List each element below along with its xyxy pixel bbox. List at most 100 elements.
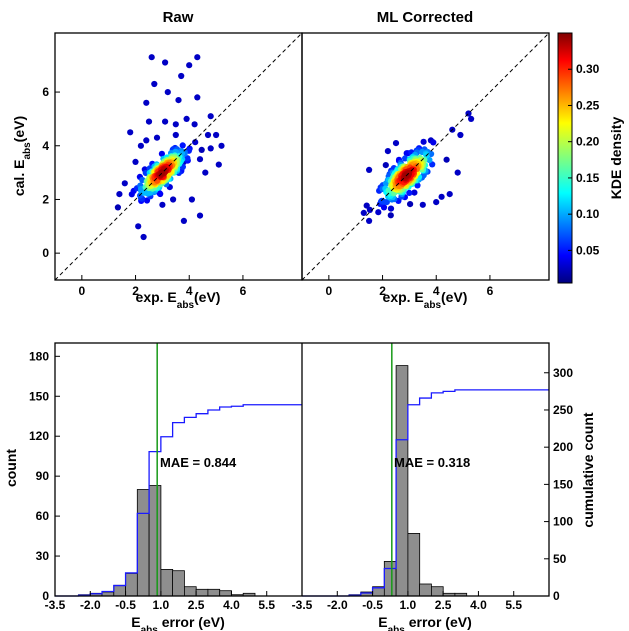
histogram-bar <box>136 489 150 597</box>
histogram-bar <box>383 561 397 597</box>
ml-hist-x-tick-label: 5.5 <box>505 598 522 612</box>
scatter-point <box>180 217 187 224</box>
scatter-point <box>178 72 185 80</box>
scatter-point <box>114 204 121 211</box>
scatter-point <box>387 212 394 219</box>
scatter-point <box>186 62 193 69</box>
scatter-point <box>132 158 139 165</box>
ml-scatter-points <box>360 110 475 224</box>
scatter-point <box>170 196 177 203</box>
scatter-point <box>159 201 166 208</box>
ml-x-axis-label: exp. Eabs(eV) <box>383 289 468 311</box>
colorbar-tick-label: 0.05 <box>576 243 600 257</box>
histogram-bar <box>407 533 421 597</box>
cumulative-tick-label: 100 <box>553 515 573 529</box>
colorbar-tick-label: 0.10 <box>576 207 600 221</box>
scatter-point <box>204 131 212 139</box>
scatter-point <box>385 187 392 194</box>
raw-x-tick-label: 2 <box>132 284 139 298</box>
scatter-point <box>363 202 370 209</box>
scatter-point <box>382 162 389 169</box>
scatter-point <box>198 146 205 153</box>
scatter-point <box>426 156 433 164</box>
raw-hist-x-axis-label: Eabs error (eV) <box>131 614 225 631</box>
scatter-point <box>142 189 149 196</box>
scatter-point <box>411 189 418 196</box>
scatter-point <box>179 142 186 149</box>
scatter-point <box>172 131 179 139</box>
cumulative-tick-label: 150 <box>553 477 573 491</box>
scatter-point <box>194 54 201 61</box>
scatter-point <box>148 54 155 61</box>
raw-hist-y-tick-label: 150 <box>29 389 49 403</box>
histogram-bar <box>148 485 162 597</box>
raw-hist-y-tick-label: 0 <box>42 589 49 603</box>
scatter-point <box>127 129 134 136</box>
scatter-point <box>162 118 169 125</box>
scatter-point <box>218 142 225 149</box>
raw-hist-y-axis-label: count <box>3 449 19 487</box>
scatter-point <box>162 59 169 66</box>
histogram-bar <box>195 588 209 597</box>
raw-hist-y-tick-label: 30 <box>36 549 50 563</box>
scatter-point <box>164 89 171 96</box>
ml-x-tick-label: 4 <box>433 284 440 298</box>
scatter-point <box>184 155 191 162</box>
ml-histogram-bars <box>348 365 468 597</box>
raw-hist-x-tick-label: 5.5 <box>258 598 275 612</box>
scatter-point <box>429 161 436 168</box>
histogram-bar <box>207 588 221 597</box>
cumulative-axis-label: cumulative count <box>580 412 596 527</box>
scatter-point <box>175 97 182 104</box>
scatter-point <box>196 212 204 219</box>
colorbar: 0.05 0.10 0.15 0.20 0.25 0.30 KDE densit… <box>557 32 624 284</box>
scatter-point <box>143 197 151 204</box>
scatter-point <box>392 140 400 147</box>
colorbar-tick-label: 0.25 <box>576 98 600 112</box>
colorbar-tick-label: 0.20 <box>576 135 600 149</box>
raw-cumulative-line <box>55 404 302 597</box>
scatter-point <box>375 209 382 216</box>
ml-x-tick-label: 0 <box>326 284 333 298</box>
cumulative-tick-label: 250 <box>553 403 573 417</box>
scatter-point <box>191 121 198 128</box>
raw-x-tick-label: 6 <box>240 284 247 298</box>
histogram-bar <box>430 586 444 597</box>
raw-y-tick-label: 6 <box>42 85 49 99</box>
colorbar-tick-label: 0.30 <box>576 62 600 76</box>
ml-hist-x-tick-label: 1.0 <box>400 598 417 612</box>
scatter-point <box>143 99 150 106</box>
raw-hist-y-tick-label: 180 <box>29 349 49 363</box>
scatter-point <box>366 166 373 173</box>
raw-panel-title: Raw <box>163 9 194 26</box>
scatter-point <box>384 148 391 155</box>
scatter-point <box>360 209 367 216</box>
raw-x-tick-label: 0 <box>79 284 86 298</box>
raw-hist-x-tick-label: -0.5 <box>115 598 136 612</box>
scatter-point <box>457 131 464 139</box>
scatter-point <box>183 115 190 122</box>
raw-hist-x-tick-label: -3.5 <box>45 598 66 612</box>
raw-mae-annotation: MAE = 0.844 <box>160 455 237 470</box>
scatter-point <box>151 80 158 88</box>
scatter-point <box>145 118 153 125</box>
scatter-point <box>215 161 222 168</box>
scatter-point <box>366 217 373 224</box>
raw-diagonal-line <box>54 32 303 281</box>
scatter-point <box>143 137 150 144</box>
raw-y-tick-label: 2 <box>42 192 49 206</box>
histogram-bar <box>172 570 185 597</box>
scatter-point <box>414 182 421 189</box>
raw-hist-y-tick-label: 60 <box>36 509 50 523</box>
scatter-point <box>406 189 413 196</box>
ml-hist-x-tick-label: -0.5 <box>362 598 383 612</box>
ml-cumulative-line <box>302 389 549 597</box>
scatter-point <box>438 193 445 200</box>
scatter-point <box>137 142 144 149</box>
scatter-point <box>430 139 437 146</box>
ml-x-tick-label: 2 <box>379 284 386 298</box>
scatter-point <box>207 113 214 120</box>
ml-hist-x-tick-label: -3.5 <box>292 598 313 612</box>
scatter-point <box>407 201 414 208</box>
scatter-point <box>366 206 373 213</box>
